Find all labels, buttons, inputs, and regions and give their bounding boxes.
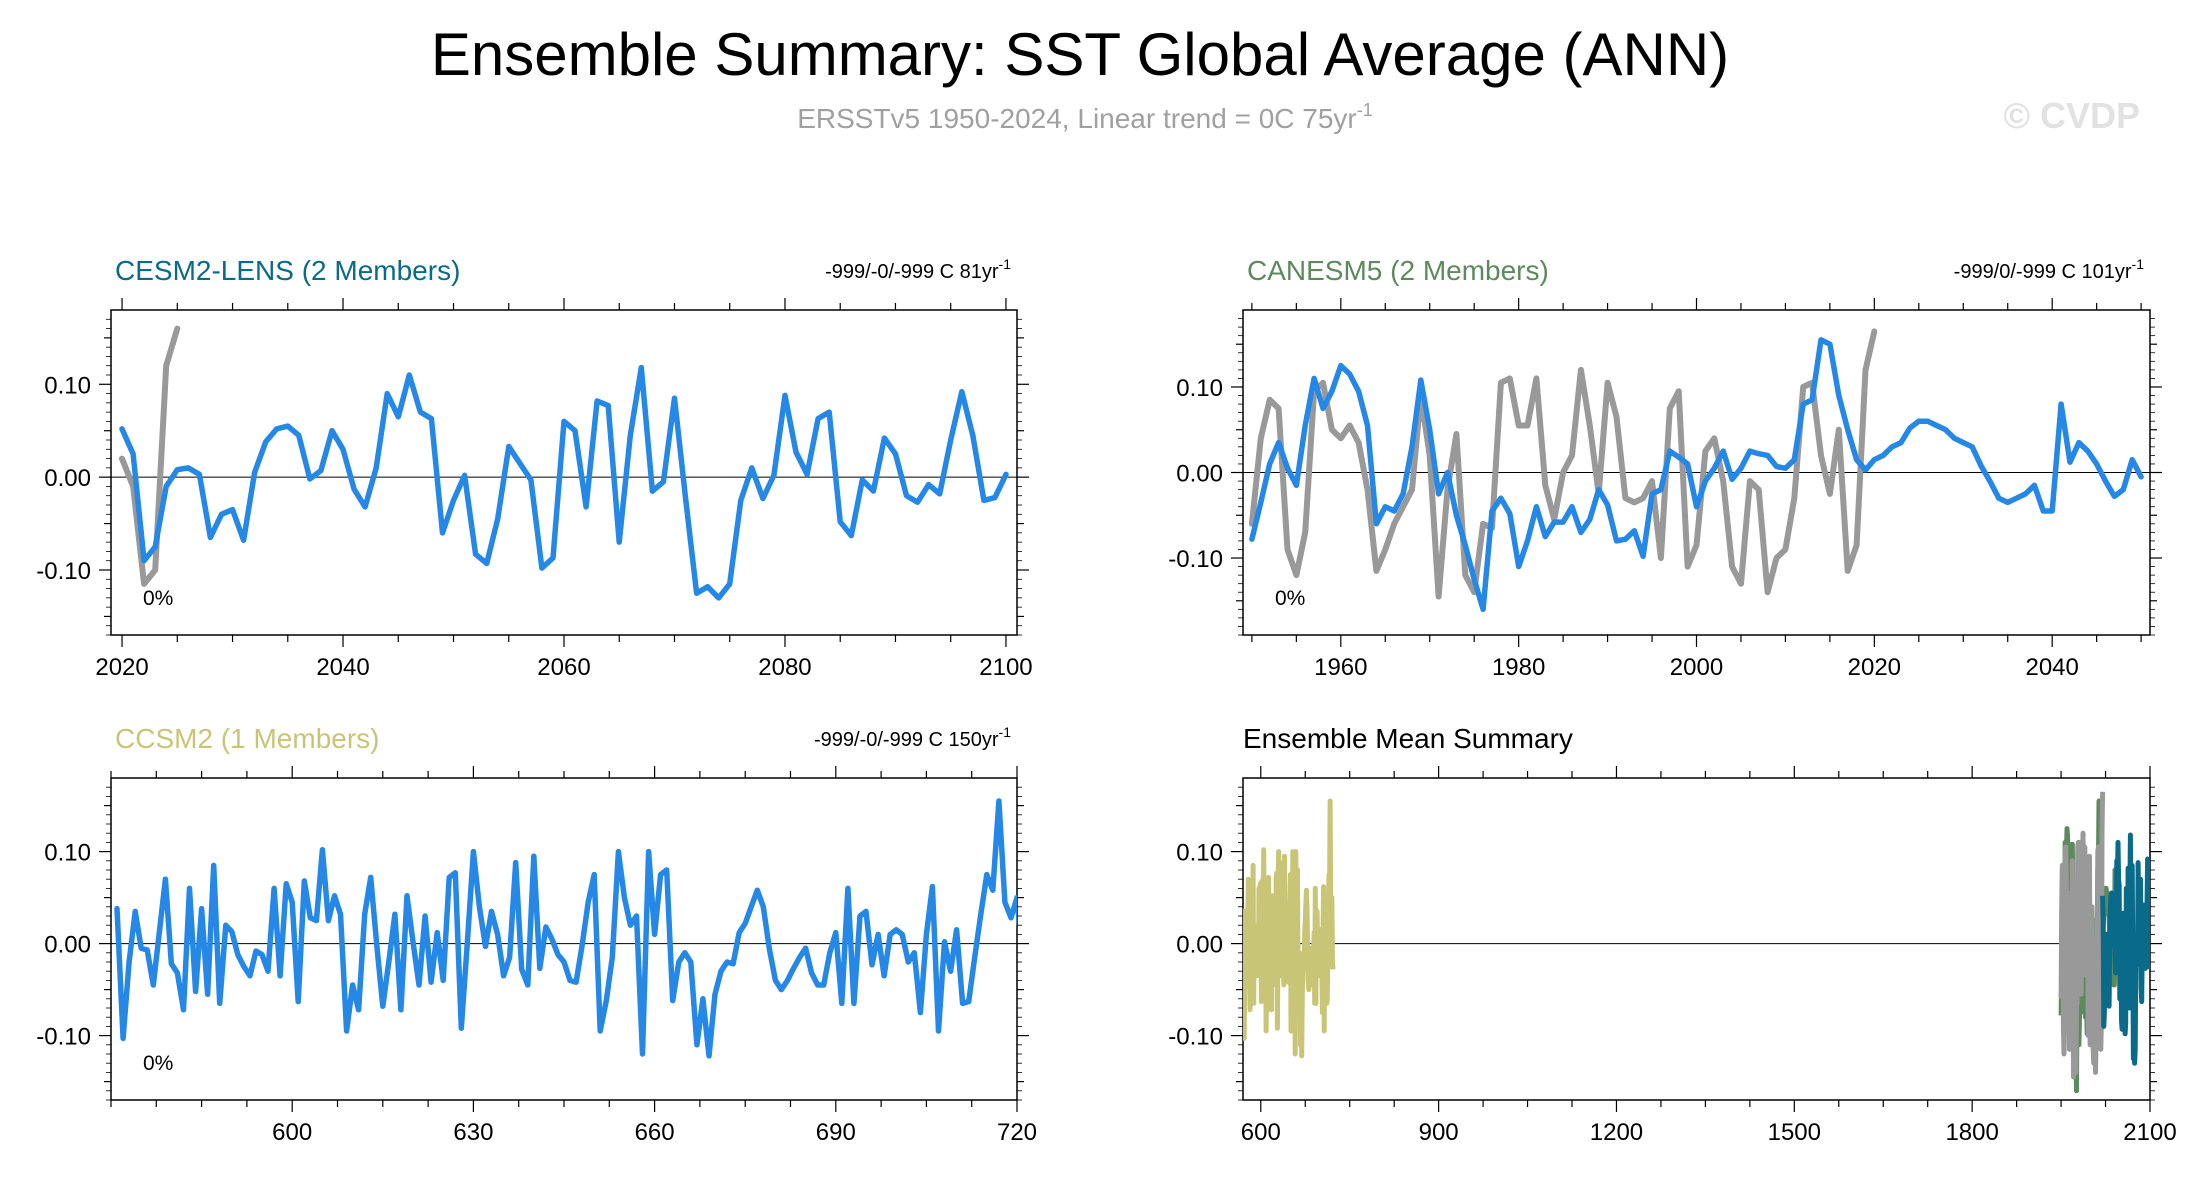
panel-ensemble-mean: -0.10 0.00 0.10 600 900 1200 1500 1800 2100 Ensem… [1168,723,2176,1146]
panel-title: CANESM5 (2 Members) [1247,255,1549,286]
x-tick-label: 2040 [2025,654,2078,681]
page-subtitle: ERSSTv5 1950-2024, Linear trend = 0C 75y… [797,100,1373,134]
model-series-line [1249,337,2144,613]
x-tick-label: 1800 [1945,1119,1998,1146]
x-tick-label: 630 [453,1119,493,1146]
panel-title: CESM2-LENS (2 Members) [115,255,460,286]
x-tick-label: 2060 [537,654,590,681]
series-group [1243,791,2150,1094]
page-subtitle-text: ERSSTv5 1950-2024, Linear trend = 0C 75y… [797,103,1357,134]
obs-series-line [119,325,181,587]
series-group [119,325,1009,601]
panel-title: CCSM2 (1 Members) [115,723,379,754]
x-tick-label: 2080 [758,654,811,681]
panel-percent: 0% [143,1052,173,1075]
x-tick-label: 1500 [1768,1119,1821,1146]
x-tick-label: 690 [816,1119,856,1146]
panel-stat: -999/0/-999 C 101yr-1 [1954,256,2145,283]
panel-stat-sup: -1 [2132,256,2145,272]
panel-stat-text: -999/0/-999 C 101yr [1954,261,2132,283]
series-group [114,798,1017,1059]
watermark: © CVDP [2003,95,2140,136]
y-tick-label: 0.10 [1176,375,1223,402]
x-tick-label: 2100 [2123,1119,2176,1146]
page-title: Ensemble Summary: SST Global Average (AN… [431,21,1729,88]
y-tick-label: 0.10 [44,840,91,867]
x-tick-label: 2040 [316,654,369,681]
ensemble-series-ccsm2 [1243,798,1336,1059]
x-tick-label: 660 [635,1119,675,1146]
series-group [1248,328,2144,613]
x-tick-label: 1200 [1590,1119,1643,1146]
y-tick-label: 0.00 [1176,932,1223,959]
panel-title: Ensemble Mean Summary [1243,723,1573,754]
x-tick-label: 600 [272,1119,312,1146]
panel-stat: -999/-0/-999 C 150yr-1 [814,724,1011,751]
y-tick-label: -0.10 [1168,546,1223,573]
x-tick-label: 2020 [95,654,148,681]
panel-stat-text: -999/-0/-999 C 81yr [825,261,999,283]
y-tick-label: 0.00 [1176,461,1223,488]
model-series-line [114,798,1017,1059]
panel-cesm2: -0.10 0.00 0.10 2020 2040 2060 2080 2100 CESM2-L… [36,255,1032,681]
obs-series-line [1248,328,1878,600]
panel-percent: 0% [1275,587,1305,610]
y-tick-label: -0.10 [1168,1024,1223,1051]
y-tick-label: -0.10 [36,558,91,585]
panel-stat-text: -999/-0/-999 C 150yr [814,729,999,751]
ensemble-series-canesm5-obs [2058,791,2106,1080]
panel-stat-sup: -1 [999,724,1012,740]
x-tick-label: 1980 [1492,654,1545,681]
y-tick-label: 0.10 [1176,840,1223,867]
panel-stat-sup: -1 [999,256,1012,272]
x-tick-label: 720 [997,1119,1037,1146]
x-tick-label: 2020 [1848,654,1901,681]
model-series-line [119,364,1009,601]
panels: -0.10 0.00 0.10 2020 2040 2060 2080 2100 CESM2-L… [36,255,2176,1146]
y-tick-label: 0.00 [44,465,91,492]
x-tick-label: 1960 [1314,654,1367,681]
ensemble-series-cesm2 [2100,832,2150,1066]
x-tick-label: 2000 [1670,654,1723,681]
x-tick-label: 2100 [979,654,1032,681]
x-tick-label: 600 [1241,1119,1281,1146]
y-tick-label: -0.10 [36,1024,91,1051]
panel-ccsm2: -0.10 0.00 0.10 600 630 660 690 720 CCSM2 (1 Mem… [36,723,1037,1146]
x-tick-label: 900 [1419,1119,1459,1146]
y-tick-label: 0.10 [44,372,91,399]
panel-canesm5: -0.10 0.00 0.10 1960 1980 2000 2020 2040 CANESM5… [1168,255,2162,681]
panel-stat: -999/-0/-999 C 81yr-1 [825,256,1011,283]
page-subtitle-sup: -1 [1357,100,1373,120]
y-tick-label: 0.00 [44,932,91,959]
panel-percent: 0% [143,587,173,610]
